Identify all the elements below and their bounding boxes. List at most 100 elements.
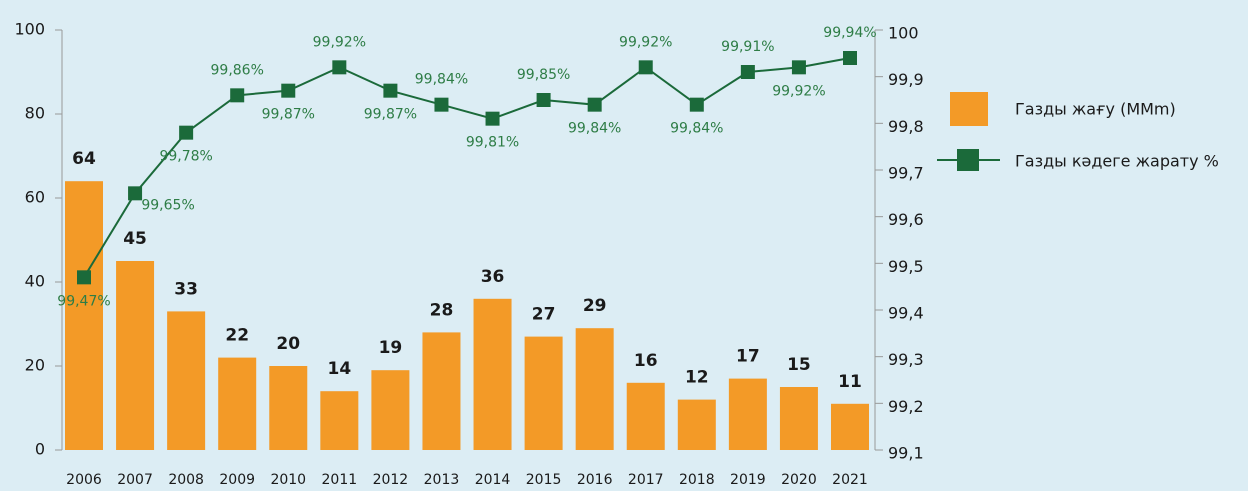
x-tick-label: 2007	[117, 472, 153, 488]
x-tick-label: 2008	[168, 472, 204, 488]
y2-tick-label: 99,8	[888, 117, 924, 136]
bar	[831, 403, 869, 450]
bar-label: 33	[174, 279, 198, 299]
x-tick-label: 2009	[219, 472, 255, 488]
line-label: 99,81%	[466, 135, 519, 151]
x-tick-label: 2006	[66, 472, 102, 488]
x-tick-label: 2014	[475, 472, 511, 488]
y2-tick-label: 99,9	[888, 70, 924, 89]
bar	[677, 399, 716, 450]
line-point	[740, 65, 755, 79]
x-tick-label: 2016	[577, 472, 613, 488]
x-tick-label: 2018	[679, 472, 715, 488]
y-tick-label: 80	[25, 104, 45, 123]
y2-tick-label: 99,3	[888, 350, 924, 369]
y2-tick-label: 99,5	[888, 257, 924, 276]
line-point	[128, 186, 143, 201]
line-label: 99,85%	[517, 67, 570, 83]
line-label: 99,87%	[262, 107, 315, 123]
line-label: 99,86%	[211, 62, 264, 78]
bar-label: 16	[634, 351, 658, 371]
line-point	[638, 60, 653, 75]
x-tick-label: 2021	[832, 472, 868, 488]
bar-label: 29	[583, 296, 607, 316]
bar	[218, 357, 257, 450]
bar-label: 14	[327, 359, 351, 379]
bar	[167, 311, 206, 450]
bar	[626, 382, 665, 450]
x-tick-label: 2010	[270, 472, 306, 488]
bar-label: 15	[787, 355, 811, 375]
line-label: 99,65%	[141, 197, 194, 213]
line-point	[230, 88, 245, 103]
bar-label: 64	[72, 149, 96, 169]
legend-label: Газды кәдеге жарату %	[1015, 152, 1219, 171]
legend-swatch	[950, 92, 988, 126]
bar-label: 22	[225, 326, 249, 346]
line-point	[179, 125, 194, 140]
bar-label: 20	[276, 334, 300, 354]
y2-tick-label: 99,6	[888, 210, 924, 229]
bar-label: 11	[838, 372, 862, 392]
line-point	[332, 60, 347, 75]
line-label: 99,92%	[313, 34, 366, 50]
y-tick-label: 40	[25, 272, 45, 291]
line-label: 99,78%	[159, 149, 212, 165]
line-point	[791, 60, 806, 75]
line-label: 99,92%	[772, 83, 825, 99]
bar	[728, 378, 767, 450]
line-point	[843, 51, 857, 65]
x-tick-label: 2011	[322, 472, 358, 488]
y-tick-label: 20	[25, 356, 45, 375]
line-point	[689, 97, 704, 112]
line-label: 99,92%	[619, 34, 672, 50]
bar-label: 12	[685, 368, 709, 388]
x-tick-label: 2012	[373, 472, 409, 488]
x-tick-label: 2020	[781, 472, 817, 488]
y-tick-label: 60	[25, 188, 45, 207]
y-tick-label: 100	[14, 20, 45, 39]
line-point	[485, 111, 500, 126]
y-tick-label: 0	[35, 440, 45, 459]
x-tick-label: 2015	[526, 472, 562, 488]
line-point	[536, 93, 551, 107]
y2-tick-label: 99,7	[888, 164, 924, 183]
line-label: 99,84%	[670, 121, 723, 137]
y2-tick-label: 99,1	[888, 444, 924, 463]
line-label: 99,87%	[364, 107, 417, 123]
bar	[575, 328, 614, 450]
line-label: 99,91%	[721, 39, 774, 55]
line-point	[383, 83, 398, 98]
line	[83, 57, 851, 278]
bar	[269, 366, 308, 450]
bar-label: 28	[430, 300, 454, 320]
x-tick-label: 2013	[424, 472, 460, 488]
line-point	[77, 270, 91, 285]
bar	[371, 370, 410, 450]
y2-tick-label: 99,4	[888, 304, 924, 323]
line-label: 99,94%	[823, 25, 876, 41]
bar	[65, 181, 103, 450]
line-point	[587, 97, 602, 112]
legend-label: Газды жағу (MMm)	[1015, 100, 1176, 119]
bar	[779, 387, 818, 450]
bar	[524, 336, 563, 450]
x-tick-label: 2017	[628, 472, 664, 488]
bar-label: 17	[736, 347, 760, 367]
bar-label: 19	[379, 338, 403, 358]
y2-tick-label: 100	[888, 24, 919, 43]
x-tick-label: 2019	[730, 472, 766, 488]
bar	[116, 261, 155, 450]
legend-swatch	[957, 149, 979, 171]
bar	[473, 298, 512, 450]
y2-tick-label: 99,2	[888, 397, 924, 416]
bar-label: 36	[481, 267, 505, 287]
line-point	[434, 97, 449, 112]
line-label: 99,84%	[568, 121, 621, 137]
line-point	[281, 83, 296, 98]
bar	[422, 332, 461, 450]
line-label: 99,84%	[415, 72, 468, 88]
bar-label: 45	[123, 229, 147, 249]
bar	[320, 391, 359, 450]
